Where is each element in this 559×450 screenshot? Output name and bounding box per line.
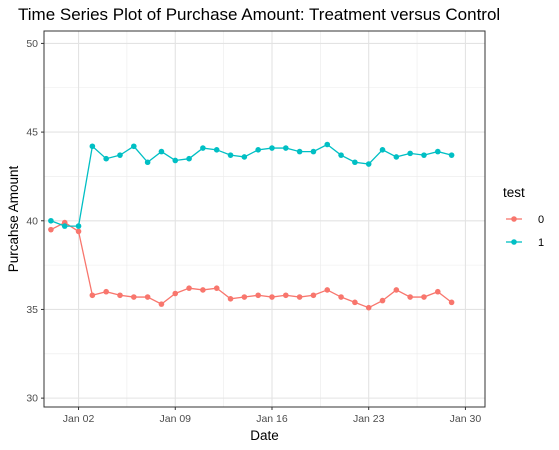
data-point-0 [103,288,109,295]
y-tick-label: 40 [26,215,38,227]
y-axis-title: Purcahse Amount [6,165,21,272]
data-point-0 [283,292,289,299]
data-point-1 [296,148,303,155]
legend: test 01 [503,185,544,249]
data-point-1 [75,223,82,229]
data-point-0 [310,292,317,299]
data-point-0 [117,292,123,299]
data-point-0 [421,294,427,300]
x-tick-label: Jan 16 [256,413,288,425]
data-point-0 [144,294,151,300]
data-point-1 [144,159,151,166]
data-point-0 [434,288,441,295]
data-point-1 [310,148,317,155]
data-point-1 [365,161,372,167]
x-tick-label: Jan 30 [450,413,482,425]
data-point-0 [352,299,358,306]
data-point-0 [213,285,220,291]
data-point-1 [48,217,54,224]
data-point-0 [227,296,234,302]
grid-layer [44,31,485,407]
data-point-1 [227,152,234,158]
data-point-0 [448,299,455,306]
data-point-1 [407,150,413,157]
data-point-1 [117,152,123,158]
data-point-1 [61,223,68,229]
data-point-0 [89,292,96,299]
legend-key-point-0 [511,216,517,222]
data-point-1 [434,148,441,155]
data-point-0 [407,294,413,300]
data-point-0 [200,287,206,293]
data-point-0 [269,294,275,300]
data-point-0 [172,290,179,297]
data-point-0 [131,294,137,300]
data-point-0 [393,287,400,293]
y-tick-label: 50 [26,38,38,50]
legend-title: test [503,185,525,200]
data-point-0 [186,285,192,291]
legend-items: 01 [506,214,544,249]
data-point-1 [448,152,455,158]
y-tick-label: 45 [26,127,38,139]
data-point-1 [89,143,96,150]
data-point-1 [338,152,344,158]
data-point-1 [172,157,179,164]
data-point-1 [103,155,109,162]
legend-label-0: 0 [538,214,544,226]
data-point-1 [269,145,275,151]
legend-label-1: 1 [538,237,544,249]
data-point-1 [186,155,192,162]
x-tick-label: Jan 23 [353,413,385,425]
data-point-1 [213,147,220,153]
data-point-1 [352,159,358,166]
data-point-1 [255,147,261,153]
x-tick-label: Jan 02 [63,413,95,425]
x-axis-title: Date [250,428,279,443]
data-point-1 [241,154,248,160]
data-point-0 [158,301,165,307]
series-layer [48,141,455,311]
data-point-0 [255,292,261,299]
axis-layer: 30 35 40 45 50 Jan 02 Jan 09 Jan 16 Jan 23 Jan 30 [26,38,481,425]
legend-key-point-1 [511,239,517,245]
data-point-1 [379,147,386,153]
data-point-1 [283,145,289,151]
data-point-0 [324,287,331,293]
data-point-1 [421,152,427,158]
x-tick-label: Jan 09 [159,413,191,425]
data-point-0 [338,294,344,300]
data-point-0 [241,294,248,300]
data-point-1 [131,143,137,150]
data-point-1 [324,141,331,148]
data-point-0 [379,297,386,304]
y-tick-label: 35 [26,304,38,316]
data-point-0 [365,304,372,311]
data-point-0 [296,294,303,300]
data-point-0 [75,228,82,235]
data-point-0 [48,226,54,233]
plot-panel [44,31,485,407]
y-tick-label: 30 [26,393,38,405]
chart-title: Time Series Plot of Purchase Amount: Tre… [18,5,500,24]
plot-border [43,30,486,408]
data-point-1 [158,148,165,155]
data-point-1 [200,145,206,151]
data-point-1 [393,154,400,160]
